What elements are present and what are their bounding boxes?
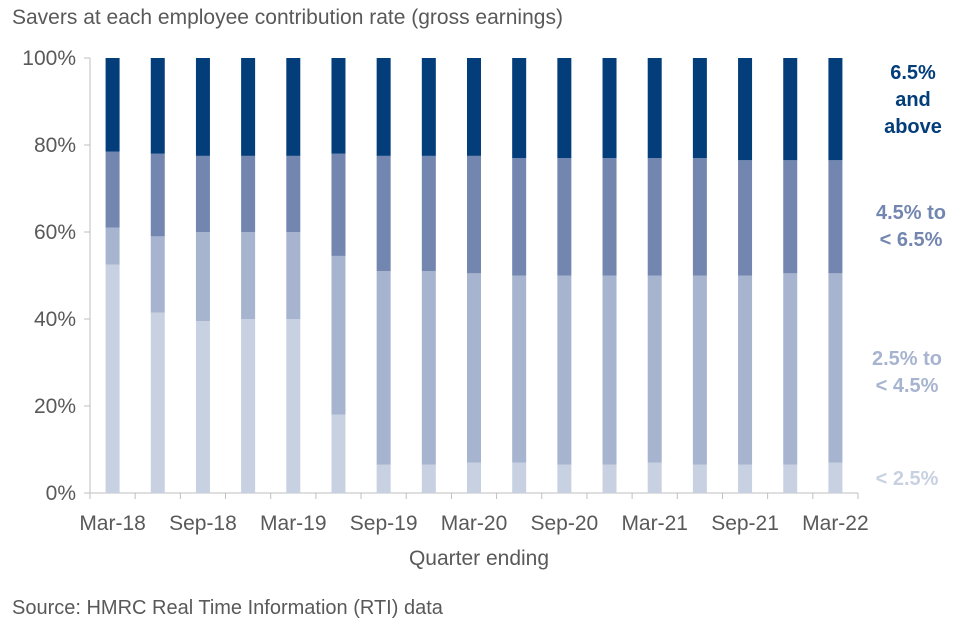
- bar-segment: [241, 58, 256, 156]
- chart-title: Savers at each employee contribution rat…: [12, 6, 563, 29]
- bar-segment: [783, 160, 798, 274]
- bar-segment: [602, 58, 617, 159]
- bar-segment: [376, 58, 391, 156]
- bar-segment: [783, 58, 798, 161]
- legend-4-5-to-6-5: 4.5% to < 6.5%: [862, 200, 960, 254]
- x-tick-label: Sep-20: [530, 512, 598, 535]
- x-tick-label: Sep-19: [350, 512, 418, 535]
- bar-segment: [692, 275, 707, 465]
- bar-segment: [557, 158, 572, 276]
- legend-line: and: [895, 89, 931, 111]
- bar-segment: [150, 236, 165, 313]
- bar-segment: [286, 232, 301, 319]
- bar-segment: [467, 58, 481, 156]
- bar-segment: [150, 153, 165, 237]
- bar-segment: [467, 462, 481, 493]
- bar-segment: [105, 264, 120, 493]
- bar-segment: [602, 158, 617, 276]
- legend-line: 6.5%: [890, 62, 936, 84]
- bar-segment: [647, 58, 662, 159]
- bar-segment: [421, 155, 436, 272]
- y-tick-label: 80%: [34, 134, 76, 157]
- bar-segment: [421, 58, 436, 156]
- bar-segment: [738, 58, 753, 161]
- bar-segment: [647, 275, 662, 463]
- source-note: Source: HMRC Real Time Information (RTI)…: [12, 597, 443, 619]
- bar-segment: [828, 160, 843, 274]
- y-tick-label: 40%: [34, 308, 76, 331]
- bar-segment: [692, 58, 707, 159]
- bar-segment: [376, 155, 391, 272]
- bar-segment: [602, 464, 617, 493]
- bar-segment: [783, 273, 798, 465]
- bar-segment: [286, 319, 301, 493]
- legend-line: 4.5% to: [875, 202, 947, 224]
- bar-segment: [241, 319, 256, 493]
- y-tick-label: 100%: [22, 47, 76, 70]
- legend-2-5-to-4-5: 2.5% to < 4.5%: [858, 346, 956, 400]
- bar-segment: [331, 153, 346, 256]
- bar-segment: [828, 273, 843, 463]
- bar-segment: [286, 155, 301, 232]
- bar-segment: [241, 155, 256, 232]
- x-tick-label: Sep-18: [169, 512, 237, 535]
- legend-6-5-and-above: 6.5% and above: [870, 60, 956, 141]
- bar-segment: [331, 58, 346, 154]
- legend-line: < 4.5%: [875, 375, 939, 397]
- bar-segment: [647, 158, 662, 276]
- bar-segment: [692, 464, 707, 493]
- bar-segment: [738, 275, 753, 465]
- bar-segment: [150, 312, 165, 493]
- bar-segment: [512, 462, 527, 493]
- bar-segment: [195, 155, 210, 232]
- bar-segment: [241, 232, 256, 319]
- bar-segment: [195, 58, 210, 156]
- x-tick-label: Mar-19: [260, 512, 327, 535]
- bar-segment: [105, 151, 120, 228]
- legend-line: above: [884, 116, 942, 138]
- bar-segment: [738, 464, 753, 493]
- bar-segment: [692, 158, 707, 276]
- bar-segment: [512, 275, 527, 463]
- bar-segment: [195, 321, 210, 493]
- bar-segment: [286, 58, 301, 156]
- legend-below-2-5: < 2.5%: [858, 466, 956, 493]
- legend-line: < 6.5%: [879, 229, 943, 251]
- bar-segment: [376, 271, 391, 465]
- bar-segment: [105, 58, 120, 152]
- bar-segment: [331, 255, 346, 415]
- x-tick-label: Mar-22: [802, 512, 869, 535]
- bar-segment: [195, 232, 210, 322]
- y-tick-label: 20%: [34, 395, 76, 418]
- bar-segment: [331, 414, 346, 493]
- bar-segment: [467, 273, 481, 463]
- bar-segment: [828, 462, 843, 493]
- bar-segment: [376, 464, 391, 493]
- bar-segment: [828, 58, 843, 161]
- x-tick-label: Mar-21: [621, 512, 688, 535]
- x-axis-label: Quarter ending: [409, 547, 549, 570]
- bar-segment: [421, 464, 436, 493]
- y-tick-label: 0%: [46, 482, 76, 505]
- legend-line: < 2.5%: [875, 468, 939, 490]
- bar-segment: [150, 58, 165, 154]
- bar-segment: [602, 275, 617, 465]
- bar-segment: [738, 160, 753, 276]
- bar-segment: [512, 158, 527, 276]
- y-tick-label: 60%: [34, 221, 76, 244]
- bar-segment: [421, 271, 436, 465]
- x-tick-label: Mar-18: [79, 512, 146, 535]
- bar-segment: [557, 464, 572, 493]
- bar-segment: [647, 462, 662, 493]
- bar-segment: [783, 464, 798, 493]
- legend-line: 2.5% to: [871, 348, 943, 370]
- bar-segment: [557, 275, 572, 465]
- x-tick-label: Mar-20: [441, 512, 508, 535]
- bar-segment: [105, 227, 120, 265]
- bar-segment: [467, 155, 481, 274]
- bar-segment: [557, 58, 572, 159]
- x-tick-label: Sep-21: [711, 512, 779, 535]
- bar-segment: [512, 58, 527, 159]
